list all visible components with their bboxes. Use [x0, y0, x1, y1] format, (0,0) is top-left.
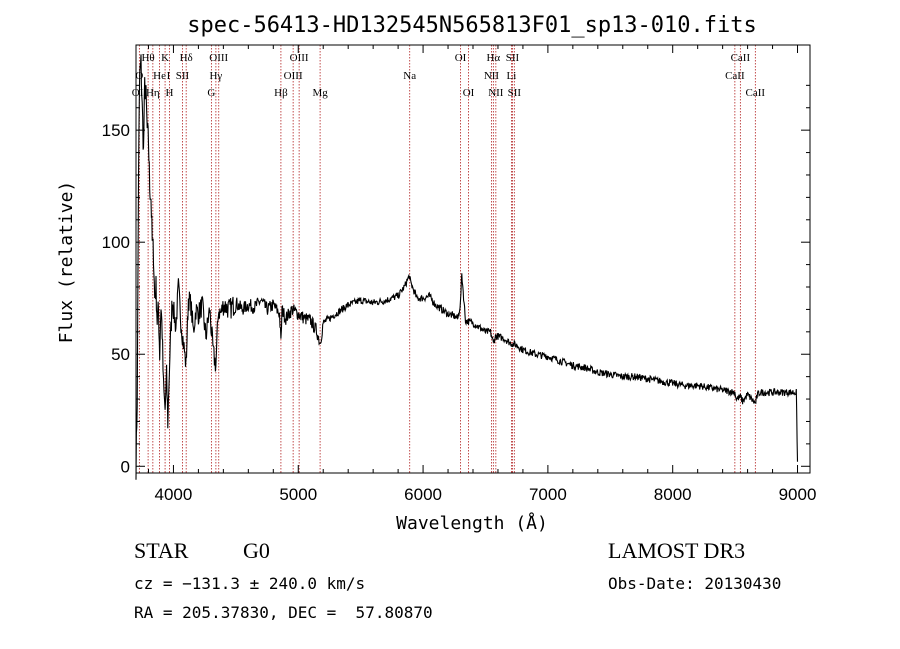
redshift-cz: cz = −131.3 ± 240.0 km/s	[134, 574, 366, 593]
marker-label: CaII	[725, 70, 745, 82]
marker-label: Hβ	[274, 87, 288, 99]
marker-label: I	[167, 70, 171, 82]
x-tick-label: 7000	[529, 485, 567, 504]
marker-label: NII	[484, 70, 500, 82]
y-axis: 0 50 100 150	[102, 84, 810, 476]
marker-label: CaII	[746, 87, 766, 99]
marker-label: Hγ	[209, 70, 222, 82]
marker-label: Hα	[486, 52, 500, 64]
marker-label: Li	[507, 70, 517, 82]
ra-dec-coordinates: RA = 205.37830, DEC = 57.80870	[134, 603, 433, 622]
y-tick-label: 100	[102, 233, 130, 252]
y-axis-label: Flux (relative)	[56, 181, 77, 344]
marker-label: K	[161, 52, 169, 64]
marker-label: Hη	[146, 87, 160, 99]
y-tick-label: 150	[102, 121, 130, 140]
spectrum-line	[135, 54, 799, 480]
x-tick-label: 5000	[279, 485, 317, 504]
marker-label: SII	[176, 70, 190, 82]
chart-title: spec-56413-HD132545N565813F01_sp13-010.f…	[187, 13, 757, 38]
marker-label: Hθ	[141, 52, 154, 64]
x-axis: 4000 5000 6000 7000 8000 9000	[147, 45, 817, 504]
marker-label: He	[153, 70, 166, 82]
survey-name: LAMOST DR3	[608, 538, 746, 563]
x-tick-label: 9000	[779, 485, 817, 504]
marker-label: SII	[506, 52, 520, 64]
y-tick-label: 50	[111, 345, 130, 364]
marker-label: SII	[508, 87, 522, 99]
marker-lines	[138, 45, 756, 473]
marker-label: OI	[455, 52, 467, 64]
marker-label: OIII	[290, 52, 309, 64]
y-tick-label: 0	[121, 457, 130, 476]
object-subclass: G0	[243, 538, 270, 563]
x-tick-label: 8000	[654, 485, 692, 504]
object-class: STAR	[134, 538, 189, 563]
marker-label: Hδ	[180, 52, 193, 64]
marker-label: Na	[403, 70, 416, 82]
marker-label: OIII	[284, 70, 303, 82]
marker-label: NII	[488, 87, 504, 99]
marker-label: OIII	[209, 52, 228, 64]
marker-label: H	[165, 87, 173, 99]
marker-label: CaII	[731, 52, 751, 64]
marker-label: OI	[463, 87, 475, 99]
x-tick-label: 6000	[404, 485, 442, 504]
observation-date: Obs-Date: 20130430	[608, 574, 782, 593]
x-axis-label: Wavelength (Å)	[396, 512, 548, 534]
marker-label: Mg	[312, 87, 328, 99]
x-tick-label: 4000	[155, 485, 193, 504]
marker-label: G	[207, 87, 215, 99]
